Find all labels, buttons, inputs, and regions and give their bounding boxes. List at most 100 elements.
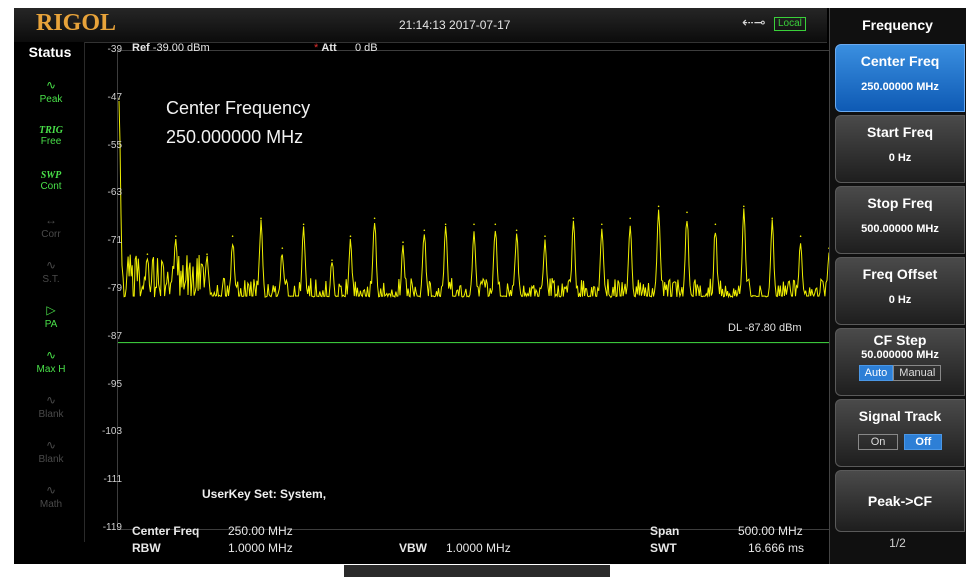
usb-icon: ⇠⊸ — [742, 14, 766, 30]
att-value: 0 dB — [354, 42, 378, 54]
trace-peak-point — [494, 223, 497, 226]
trace-peak-point — [771, 217, 773, 220]
center-freq-softkey-value: 250.00000 MHz — [861, 81, 939, 93]
y-tick-label: -71 — [107, 235, 122, 247]
status-blank: ∿ Blank — [28, 438, 74, 480]
rigol-logo: RIGOL — [36, 10, 117, 36]
status-panel — [14, 42, 85, 542]
vbw-value: 1.0000 MHz — [446, 541, 511, 555]
att-star-icon: * — [314, 42, 319, 54]
trace-peak-point — [657, 205, 660, 208]
status-max-h: ∿ Max H — [28, 348, 74, 390]
trace-peak-point — [515, 229, 518, 232]
status-label: Corr — [41, 229, 61, 240]
swt-label: SWT — [650, 541, 677, 555]
maxhold-icon: ∿ — [45, 348, 57, 362]
trace-peak-point — [601, 223, 603, 226]
trace-peak-point — [231, 235, 234, 238]
y-tick-label: -79 — [107, 283, 122, 294]
span-label: Span — [650, 524, 680, 538]
status-label: Math — [39, 499, 63, 510]
trace-peak-point — [281, 247, 284, 249]
clock: 21:14:13 2017-07-17 — [399, 18, 511, 32]
status-label: Max H — [36, 364, 66, 375]
cf-step-manual-toggle[interactable]: Manual — [893, 365, 942, 381]
display-line-label: DL -87.80 dBm — [728, 322, 802, 334]
spectrum-trace-svg — [118, 98, 830, 344]
analyzer-screen: RIGOL 21:14:13 2017-07-17 ⇠⊸ Local Statu… — [14, 8, 966, 564]
trace-peak-point — [444, 223, 447, 226]
vbw-label: VBW — [399, 541, 427, 555]
start-freq-softkey-label: Start Freq — [866, 124, 934, 140]
spectrum-plot[interactable] — [117, 50, 831, 530]
center-freq-softkey[interactable]: Center Freq 250.00000 MHz — [835, 44, 965, 112]
status-s-t: ∿ S.T. — [28, 258, 74, 300]
trace-peak-point — [146, 253, 149, 255]
cf-step-softkey[interactable]: CF Step 50.000000 MHz Auto Manual — [835, 328, 965, 396]
y-tick-label: -119 — [102, 522, 122, 533]
signal-track-on-toggle[interactable]: On — [857, 434, 899, 450]
remote-status-badge: Local — [774, 17, 806, 31]
trace-peak-point — [260, 217, 262, 220]
freq-offset-softkey-value: 0 Hz — [888, 294, 912, 306]
peak-to-cf-softkey[interactable]: Peak->CF — [835, 470, 965, 532]
menu-page-indicator[interactable]: 1/2 — [889, 536, 906, 550]
signal-track-softkey[interactable]: Signal Track On Off — [835, 399, 965, 467]
status-corr: ↔ Corr — [28, 214, 74, 255]
trace-peak-point — [175, 235, 177, 238]
y-tick-label: -55 — [107, 139, 122, 151]
status-label: S.T. — [42, 274, 60, 285]
status-title: Status — [28, 44, 72, 60]
start-freq-softkey[interactable]: Start Freq 0 Hz — [835, 115, 965, 183]
menu-title: Frequency — [862, 17, 933, 33]
status-label: Free — [40, 136, 62, 147]
cf-step-auto-toggle[interactable]: Auto — [858, 365, 894, 381]
trace-peak-point — [349, 235, 352, 238]
rbw-value: 1.0000 MHz — [228, 541, 293, 555]
top-bar — [14, 8, 827, 43]
trace-peak-point — [302, 223, 305, 226]
cf-step-softkey-label: CF Step — [873, 332, 927, 348]
trace-peak-point — [799, 235, 802, 238]
overlay-value: 250.000000 MHz — [166, 127, 304, 147]
attenuation: * Att 0 dB — [314, 42, 378, 54]
ref-label: Ref — [132, 42, 150, 54]
trace-peak-point — [331, 259, 333, 261]
stop-freq-softkey[interactable]: Stop Freq 500.00000 MHz — [835, 186, 965, 254]
blank-icon: ∿ — [45, 438, 57, 452]
trace-peak-point — [743, 205, 745, 208]
y-tick-label: -87 — [107, 330, 122, 342]
signal-track-softkey-label: Signal Track — [858, 408, 942, 424]
status-label: Blank — [38, 454, 64, 465]
status-blank: ∿ Blank — [28, 394, 74, 435]
status-label: Peak — [39, 94, 63, 105]
swt-value: 16.666 ms — [748, 541, 805, 555]
math-icon: ∿ — [45, 483, 57, 497]
trace-peak-point — [118, 98, 120, 100]
status-pa: ▷ PA — [28, 303, 74, 345]
att-label: Att — [321, 42, 337, 54]
y-tick-label: -103 — [101, 426, 122, 438]
y-tick-label: -111 — [103, 474, 122, 486]
st-icon: ∿ — [45, 258, 57, 272]
center-freq-value: 250.00 MHz — [228, 524, 293, 538]
span-value: 500.00 MHz — [738, 524, 803, 538]
trace-peak-point — [423, 229, 426, 232]
y-tick-label: -39 — [107, 44, 122, 55]
overlay-title: Center Frequency — [166, 98, 311, 118]
stop-freq-softkey-value: 500.00000 MHz — [861, 223, 939, 235]
pa-icon: ▷ — [46, 303, 56, 317]
freq-offset-softkey[interactable]: Freq Offset 0 Hz — [835, 257, 965, 325]
status-label: Cont — [40, 181, 62, 192]
signal-track-off-toggle[interactable]: Off — [904, 434, 943, 450]
status-cont: SWP Cont — [28, 170, 74, 210]
trace-peak-point — [544, 235, 546, 238]
status-label: PA — [44, 319, 58, 330]
trace-peak-point — [402, 241, 404, 243]
bottom-bar — [344, 565, 610, 577]
trace-peak-point — [572, 217, 575, 220]
status-free: TRIG Free — [28, 125, 74, 165]
center-freq-softkey-label: Center Freq — [860, 53, 940, 69]
ref-value: -39.00 dBm — [152, 42, 210, 54]
ref-level: Ref -39.00 dBm — [132, 42, 210, 54]
